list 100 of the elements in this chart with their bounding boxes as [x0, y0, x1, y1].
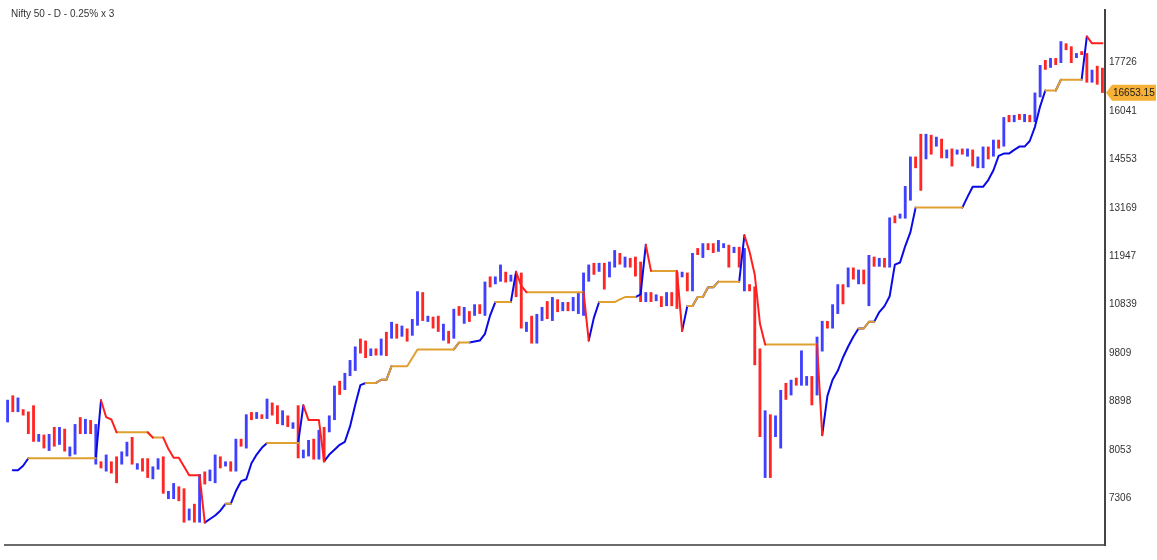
bar: [602, 262, 606, 290]
y-tick-label: 8053: [1109, 444, 1132, 456]
bar: [810, 376, 814, 406]
bar: [52, 426, 56, 447]
bar: [1038, 64, 1042, 98]
bar: [21, 409, 25, 416]
bar: [976, 156, 980, 169]
bar: [244, 414, 248, 449]
bar: [919, 133, 923, 191]
bar: [576, 292, 580, 314]
bar: [187, 508, 191, 521]
bar: [997, 139, 1001, 149]
bar: [410, 319, 414, 336]
bar: [177, 486, 181, 502]
bar: [312, 438, 316, 460]
bar: [893, 215, 897, 224]
bar: [333, 385, 336, 421]
bar: [654, 294, 658, 302]
bar: [104, 454, 108, 472]
bar: [1017, 114, 1021, 120]
bar: [1100, 67, 1104, 93]
bar: [84, 418, 87, 435]
bar: [167, 491, 170, 500]
bar: [327, 415, 331, 433]
bar: [753, 286, 757, 366]
bar: [260, 414, 264, 419]
bar: [172, 483, 176, 500]
y-tick-label: 9809: [1109, 347, 1132, 359]
bar: [883, 257, 886, 268]
bar: [556, 299, 560, 313]
bar: [130, 437, 134, 465]
bar: [820, 320, 824, 352]
bar: [353, 346, 357, 371]
bar: [47, 434, 51, 451]
bar: [68, 446, 72, 457]
bar: [1080, 51, 1084, 56]
bar: [364, 340, 368, 359]
bar: [929, 134, 933, 155]
bar: [909, 156, 912, 201]
bar: [192, 503, 196, 523]
bar: [239, 438, 243, 447]
bar: [846, 267, 850, 288]
bar: [966, 148, 969, 157]
bar: [800, 350, 803, 386]
bar: [270, 402, 274, 416]
bar: [742, 248, 746, 292]
bar: [561, 302, 565, 312]
bar: [659, 296, 663, 308]
bar: [478, 304, 482, 314]
bar: [1075, 53, 1078, 59]
bar: [1059, 41, 1063, 64]
y-tick-label: 14553: [1109, 152, 1138, 164]
bar: [115, 456, 118, 484]
bar: [680, 271, 684, 278]
bar: [250, 412, 253, 421]
bar: [825, 320, 829, 329]
bar: [1064, 43, 1068, 51]
bar: [644, 292, 648, 303]
bar: [592, 262, 596, 275]
bar: [571, 297, 575, 312]
bar: [530, 315, 534, 344]
bar: [696, 248, 700, 256]
bar: [789, 379, 793, 396]
bar: [135, 463, 139, 470]
bar: [1085, 53, 1089, 83]
bar: [701, 243, 705, 258]
bar: [416, 291, 419, 326]
bar: [960, 148, 964, 155]
bar: [914, 156, 918, 169]
bar: [587, 264, 591, 282]
bar: [691, 252, 694, 292]
bar: [89, 420, 93, 435]
bar: [11, 395, 15, 413]
bar: [281, 410, 285, 426]
chart-title: Nifty 50 - D - 0.25% x 3: [11, 7, 115, 19]
y-tick-label: 13169: [1109, 202, 1138, 214]
bar: [141, 458, 144, 472]
bar: [493, 276, 497, 285]
bar: [851, 267, 855, 280]
bar: [1049, 58, 1052, 68]
bar: [426, 315, 430, 322]
bar: [525, 321, 528, 332]
bar: [369, 348, 373, 356]
bar: [384, 331, 388, 356]
bar: [955, 149, 959, 155]
bar: [748, 284, 751, 292]
bar: [42, 434, 46, 449]
bar: [519, 272, 523, 329]
bar: [275, 405, 279, 425]
bar: [971, 149, 975, 167]
bar: [6, 399, 10, 423]
bar: [63, 428, 67, 452]
bar: [286, 415, 290, 427]
bar: [836, 284, 840, 314]
bar: [940, 138, 943, 159]
bar: [338, 380, 342, 395]
bar: [229, 461, 233, 472]
bar: [218, 456, 222, 469]
bar: [26, 411, 30, 435]
bar: [255, 412, 259, 419]
